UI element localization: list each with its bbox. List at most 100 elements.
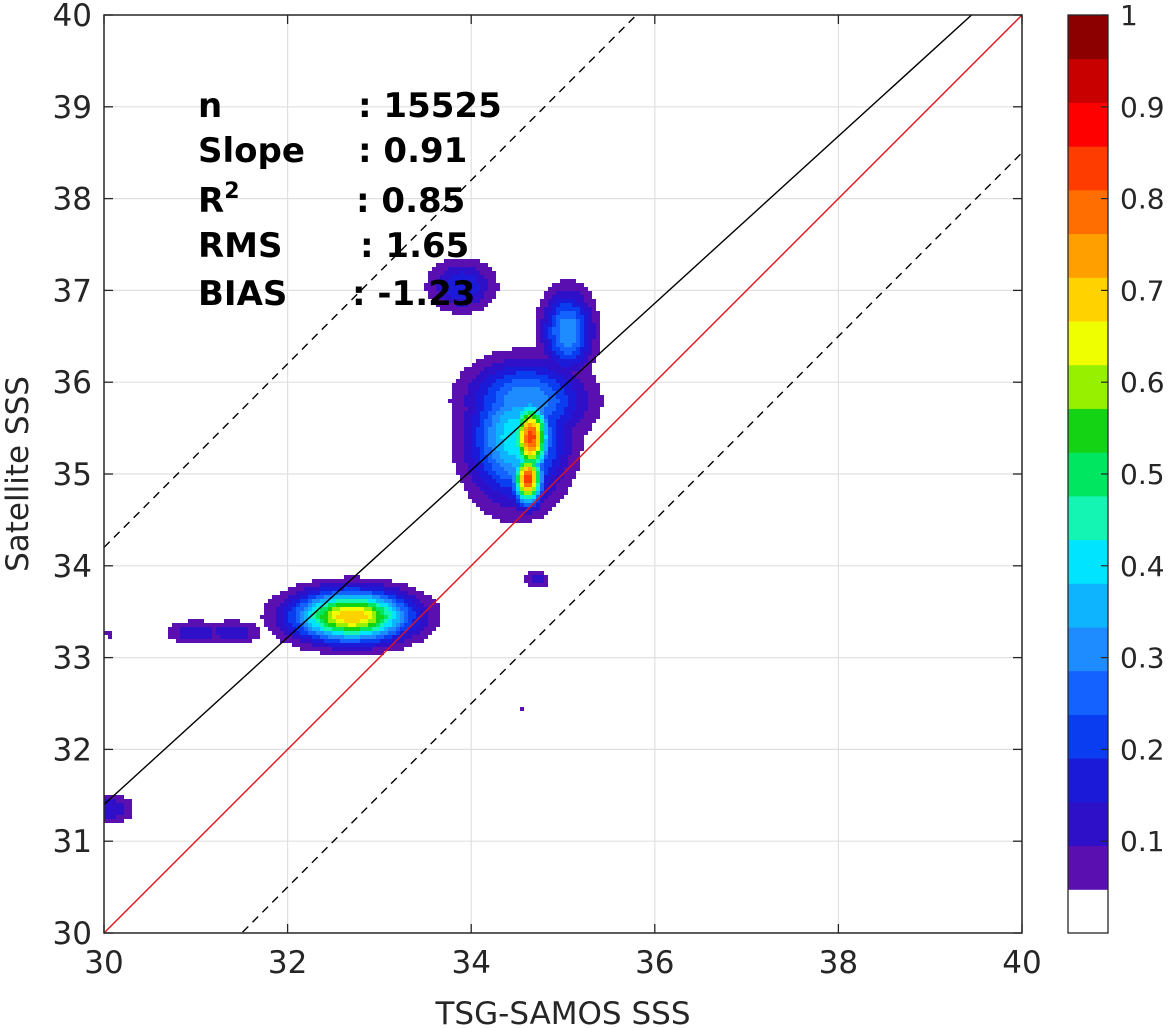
contour-cell: [552, 475, 564, 479]
contour-cell: [392, 611, 396, 615]
contour-cell: [492, 487, 512, 491]
contour-cell: [520, 483, 524, 487]
contour-cell: [404, 615, 408, 619]
contour-cell: [536, 475, 540, 479]
contour-cell: [428, 615, 440, 619]
contour-cell: [536, 447, 540, 451]
contour-cell: [416, 627, 424, 631]
contour-cell: [536, 495, 540, 499]
contour-cell: [532, 511, 548, 515]
contour-cell: [464, 439, 472, 443]
contour-cell: [376, 643, 392, 647]
contour-cell: [476, 399, 484, 403]
contour-cell: [336, 603, 368, 607]
contour-cell: [568, 379, 580, 383]
contour-cell: [280, 627, 288, 631]
contour-cell: [536, 343, 544, 347]
contour-cell: [536, 459, 540, 463]
contour-cell: [556, 447, 564, 451]
contour-cell: [288, 587, 304, 591]
contour-cell: [388, 619, 392, 623]
contour-cell: [536, 463, 540, 467]
contour-cell: [168, 635, 180, 639]
contour-cell: [428, 275, 440, 279]
contour-cell: [544, 391, 556, 395]
contour-cell: [124, 803, 132, 807]
contour-cell: [532, 483, 536, 487]
contour-cell: [488, 391, 496, 395]
fit-line: [104, 15, 973, 805]
contour-cell: [540, 451, 544, 455]
contour-cell: [496, 435, 500, 439]
contour-cell: [560, 479, 572, 483]
contour-cell: [324, 639, 340, 643]
contour-cell: [324, 631, 332, 635]
contour-cell: [448, 267, 476, 271]
contour-cell: [484, 427, 488, 431]
contour-cell: [260, 615, 276, 619]
contour-cell: [480, 451, 484, 455]
contour-cell: [288, 615, 296, 619]
contour-cell: [544, 435, 548, 439]
one-to-one-line: [104, 15, 1022, 933]
contour-cell: [536, 419, 540, 423]
contour-cell: [440, 275, 452, 279]
contour-cell: [544, 427, 548, 431]
contour-cell: [320, 623, 324, 627]
contour-cell: [520, 463, 524, 467]
contour-cell: [500, 491, 512, 495]
contour-cell: [524, 463, 532, 467]
contour-cell: [424, 283, 436, 287]
contour-cell: [312, 623, 320, 627]
contour-cell: [544, 499, 560, 503]
contour-cell: [360, 619, 368, 623]
contour-cell: [248, 635, 260, 639]
contour-cell: [544, 455, 548, 459]
contour-cell: [548, 427, 552, 431]
contour-cell: [320, 627, 324, 631]
contour-cell: [336, 619, 344, 623]
contour-cell: [544, 483, 548, 487]
contour-cell: [404, 639, 424, 643]
contour-cell: [284, 607, 292, 611]
contour-cell: [452, 451, 464, 455]
colorbar-tick-label: 0.1: [1120, 825, 1165, 858]
contour-cell: [320, 591, 332, 595]
colorbar-segment: [1068, 714, 1108, 759]
stat-value: : -1.23: [352, 274, 475, 314]
contour-cell: [552, 459, 560, 463]
contour-cell: [108, 635, 112, 639]
contour-cell: [548, 419, 556, 423]
contour-cell: [296, 603, 300, 607]
contour-cell: [456, 463, 468, 467]
contour-cell: [504, 403, 528, 407]
contour-cell: [536, 471, 540, 475]
contour-cell: [520, 443, 524, 447]
contour-cell: [552, 295, 584, 299]
contour-cell: [276, 611, 284, 615]
contour-cell: [308, 631, 316, 635]
x-tick-label: 40: [1002, 945, 1041, 981]
contour-cell: [480, 419, 484, 423]
contour-cell: [576, 403, 588, 407]
contour-cell: [548, 467, 556, 471]
contour-cell: [540, 483, 544, 487]
contour-cell: [404, 595, 416, 599]
contour-cell: [512, 479, 516, 483]
contour-cell: [564, 375, 576, 379]
contour-cell: [588, 395, 604, 399]
contour-cell: [532, 491, 536, 495]
contour-cell: [456, 303, 468, 307]
contour-cell: [384, 587, 400, 591]
contour-cell: [320, 615, 328, 619]
contour-cell: [484, 439, 488, 443]
contour-cell: [584, 411, 600, 415]
contour-cell: [552, 283, 584, 287]
contour-cell: [592, 319, 600, 323]
contour-cell: [544, 419, 548, 423]
contour-cell: [548, 311, 556, 315]
contour-cell: [316, 631, 324, 635]
contour-cell: [372, 595, 380, 599]
contour-cell: [536, 479, 540, 483]
